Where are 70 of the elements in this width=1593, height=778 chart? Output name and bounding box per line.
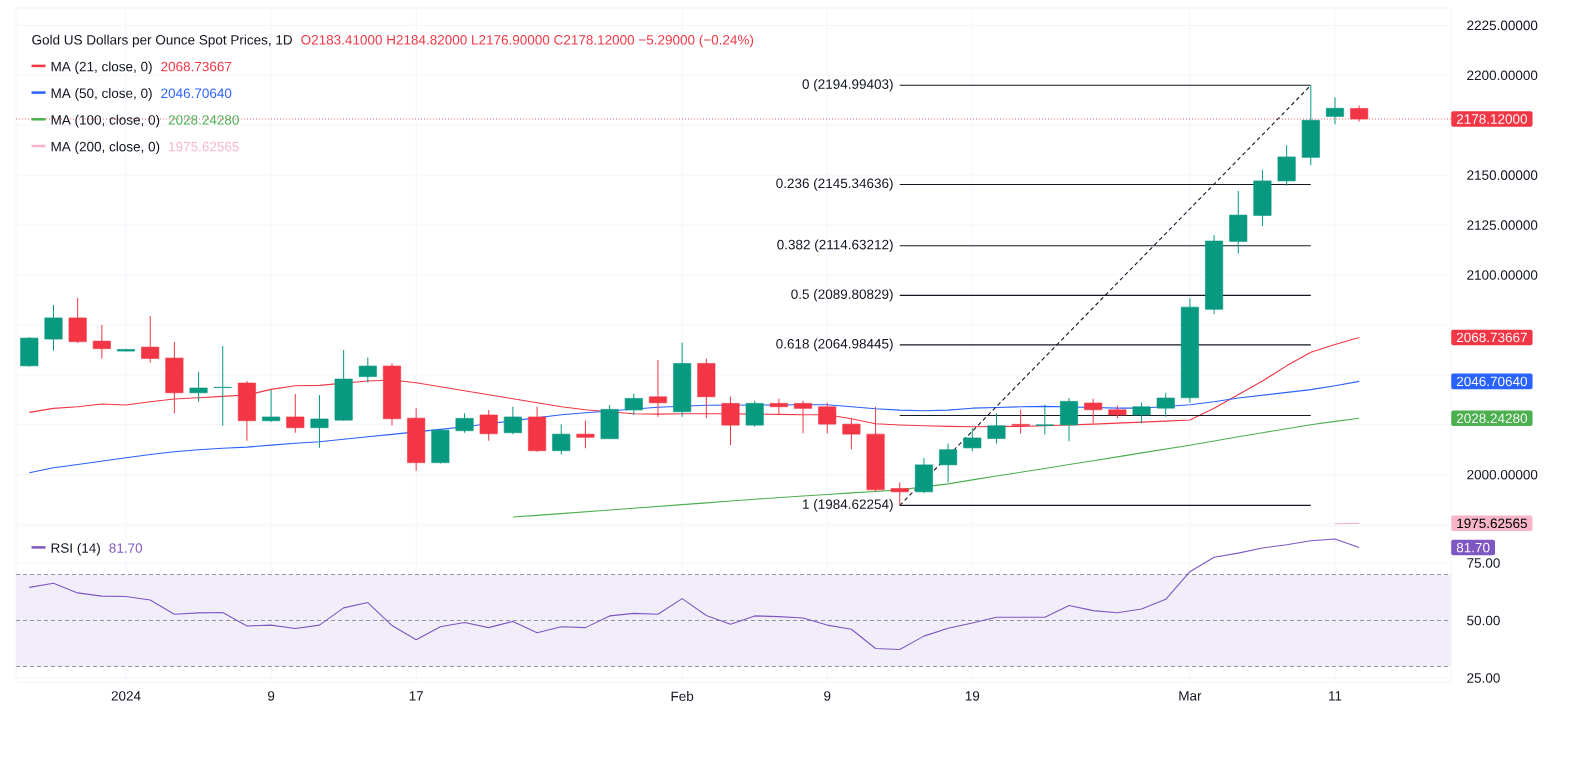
candlestick	[262, 389, 281, 423]
y-tick-label: 2225.00000	[1467, 20, 1538, 31]
candlestick	[624, 392, 643, 416]
candlestick	[141, 315, 160, 364]
annotation: 2046.70640	[161, 88, 232, 99]
x-tick-label: Mar	[1179, 691, 1202, 701]
candlestick	[310, 394, 329, 449]
legend-label: RSI (14)	[51, 542, 100, 556]
x-tick-label: 11	[1329, 691, 1342, 701]
y-tick-label: 2200.00000	[1467, 70, 1538, 81]
y-tick-label: 75.00	[1467, 558, 1500, 568]
y-tick-label: 25.00	[1467, 673, 1500, 683]
text: 81.70	[1456, 542, 1490, 553]
candlestick	[1060, 397, 1079, 442]
candlestick	[286, 393, 305, 434]
series-label: 0 (2194.99403)	[802, 79, 893, 92]
y-tick-label: 50.00	[1467, 615, 1500, 626]
series-label: 0.618 (2064.98445)	[776, 338, 893, 352]
candlestick	[503, 406, 522, 435]
candlestick	[987, 412, 1006, 445]
candlestick	[1084, 398, 1103, 424]
candlestick	[479, 409, 498, 442]
candlestick	[576, 420, 595, 449]
series-label: 0.236 (2145.34636)	[776, 178, 893, 191]
candlestick	[1277, 144, 1296, 187]
annotation: 2068.73667	[161, 61, 232, 72]
y-tick-label: 2125.00000	[1467, 220, 1538, 230]
candlestick	[358, 356, 377, 384]
candlestick	[745, 400, 764, 428]
legend-label: MA (21, close, 0)	[51, 61, 152, 74]
text: 1975.62565	[1457, 518, 1527, 529]
candlestick	[769, 398, 788, 416]
text: Gold US Dollars per Ounce Spot Prices, 1D	[32, 34, 292, 48]
annotation: 2028.24280	[168, 115, 239, 125]
candlestick	[648, 359, 667, 418]
annotation: 1975.62565	[169, 141, 239, 152]
x-tick-label: 2024	[111, 691, 141, 701]
series-label: 0.382 (2114.63212)	[777, 239, 893, 253]
y-tick-label: 2150.00000	[1467, 170, 1538, 180]
x-tick-label: 17	[409, 691, 424, 701]
y-tick-label: 2000.00000	[1467, 469, 1538, 480]
ref-line-label: 2178.12000	[1456, 114, 1528, 124]
x-tick-label: Feb	[671, 691, 694, 702]
candlestick	[552, 423, 571, 455]
candlestick	[92, 324, 111, 359]
candlestick	[963, 427, 982, 452]
candlestick	[455, 412, 474, 434]
candlestick	[213, 345, 232, 427]
text: 2028.24280	[1456, 413, 1528, 424]
candlestick	[44, 304, 63, 352]
series-label: 0.5 (2089.80829)	[791, 289, 893, 302]
legend-label: MA (100, close, 0)	[51, 114, 160, 128]
candlestick	[1156, 392, 1175, 418]
annotation: 81.70	[109, 543, 143, 553]
candlestick	[1132, 402, 1151, 424]
candlestick	[1325, 96, 1344, 125]
y-tick-label: 2100.00000	[1467, 270, 1538, 280]
candlestick	[68, 297, 87, 344]
x-tick-label: 9	[267, 691, 275, 701]
candlestick	[189, 371, 208, 403]
series-label: 1 (1984.62254)	[803, 499, 893, 512]
legend-label: MA (50, close, 0)	[51, 88, 152, 101]
x-tick-label: 19	[965, 691, 980, 701]
text: 2046.70640	[1456, 376, 1528, 387]
text: 2068.73667	[1456, 332, 1527, 343]
candlestick	[1035, 404, 1054, 436]
candlestick	[939, 443, 958, 483]
x-tick-label: 9	[824, 691, 831, 701]
legend-label: MA (200, close, 0)	[51, 141, 160, 155]
text: O2183.41000 H2184.82000 L2176.90000 C2178.12000 −5.29000 (−0.24%)	[301, 34, 754, 48]
